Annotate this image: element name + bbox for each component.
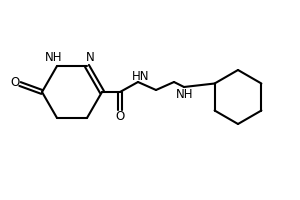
Text: N: N bbox=[85, 51, 94, 64]
Text: HN: HN bbox=[132, 70, 150, 82]
Text: O: O bbox=[116, 110, 124, 123]
Text: NH: NH bbox=[176, 88, 194, 102]
Text: O: O bbox=[11, 75, 20, 88]
Text: NH: NH bbox=[45, 51, 63, 64]
